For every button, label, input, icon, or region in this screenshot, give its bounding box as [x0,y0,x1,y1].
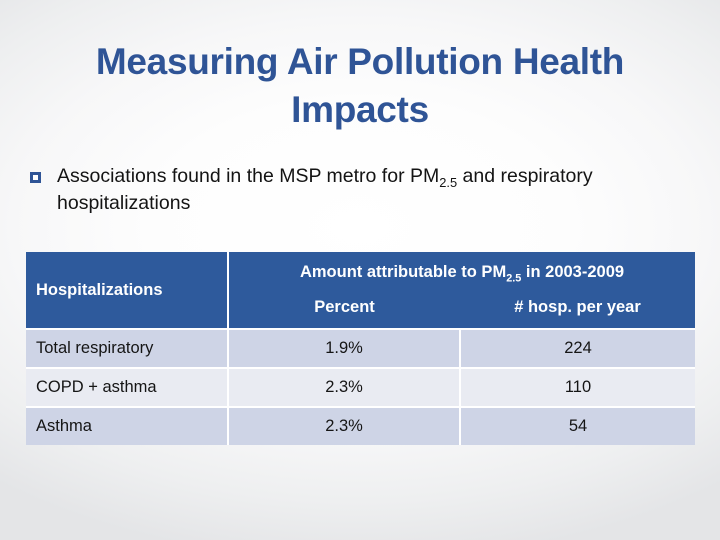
bullet-text-subscript: 2.5 [439,174,458,190]
cell-hosp-per-year: 224 [458,328,696,368]
table-body: Total respiratory 1.9% 224 COPD + asthma… [26,328,696,445]
group-header-text-before: Amount attributable to PM [299,262,507,281]
bullet-item: Associations found in the MSP metro for … [26,163,686,217]
column-header-amount-attributable: Amount attributable to PM2.5 in 2003-200… [228,252,695,290]
group-header-subscript: 2.5 [506,271,522,284]
cell-percent: 2.3% [227,406,460,445]
table-row: Asthma 2.3% 54 [26,406,696,445]
hospitalizations-table: Hospitalizations Amount attributable to … [26,252,696,445]
bullet-text-after: and respiratory hospitalizations [57,165,593,214]
table-header: Hospitalizations Amount attributable to … [26,252,696,329]
cell-hospitalization-label: COPD + asthma [26,367,228,407]
cell-percent: 2.3% [227,367,460,407]
cell-hosp-per-year: 110 [458,367,696,407]
open-square-bullet-icon [30,172,41,183]
bullet-item-text: Associations found in the MSP metro for … [57,163,686,217]
column-header-hosp-per-year: # hosp. per year [514,297,641,316]
cell-hospitalization-label: Asthma [26,406,228,445]
cell-hosp-per-year: 54 [458,406,696,445]
column-header-percent: Percent [314,297,375,316]
page-title: Measuring Air Pollution Health Impacts [95,41,625,130]
group-header-text-after: in 2003-2009 [521,262,625,281]
table-header-row-group: Hospitalizations Amount attributable to … [26,252,696,329]
table-row: COPD + asthma 2.3% 110 [26,367,696,407]
cell-percent: 1.9% [227,328,460,368]
table-row: Total respiratory 1.9% 224 [26,328,696,368]
cell-hospitalization-label: Total respiratory [26,328,228,368]
bullet-text-before: Associations found in the MSP metro for … [57,165,440,187]
column-header-hospitalizations: Hospitalizations [26,252,229,329]
